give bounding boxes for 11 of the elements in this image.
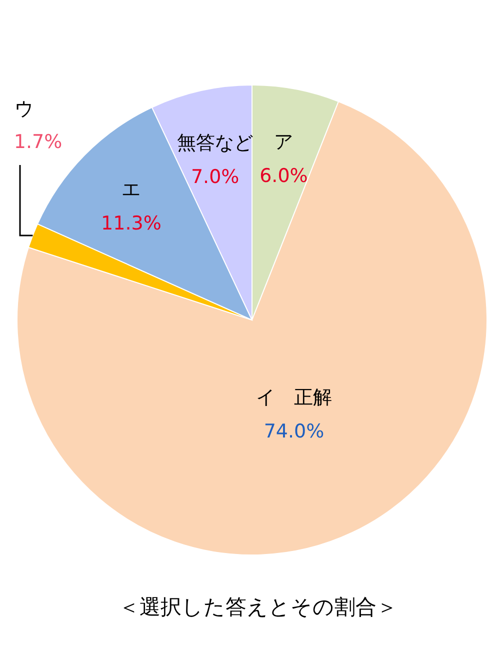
data-label: 1.7% bbox=[14, 131, 62, 153]
slice-label: エ bbox=[122, 178, 141, 200]
text: ＜選択した答えとその割合＞ bbox=[118, 595, 398, 619]
slice-label: 無答など bbox=[177, 132, 254, 154]
slice-label: ウ bbox=[14, 98, 34, 120]
data-label: 11.3% bbox=[101, 212, 162, 234]
slice-label: イ 正解 bbox=[256, 386, 332, 408]
data-label: 7.0% bbox=[190, 166, 240, 188]
data-label: 6.0% bbox=[260, 164, 308, 187]
slice-label: ア bbox=[274, 130, 294, 153]
data-label: 74.0% bbox=[264, 420, 324, 442]
